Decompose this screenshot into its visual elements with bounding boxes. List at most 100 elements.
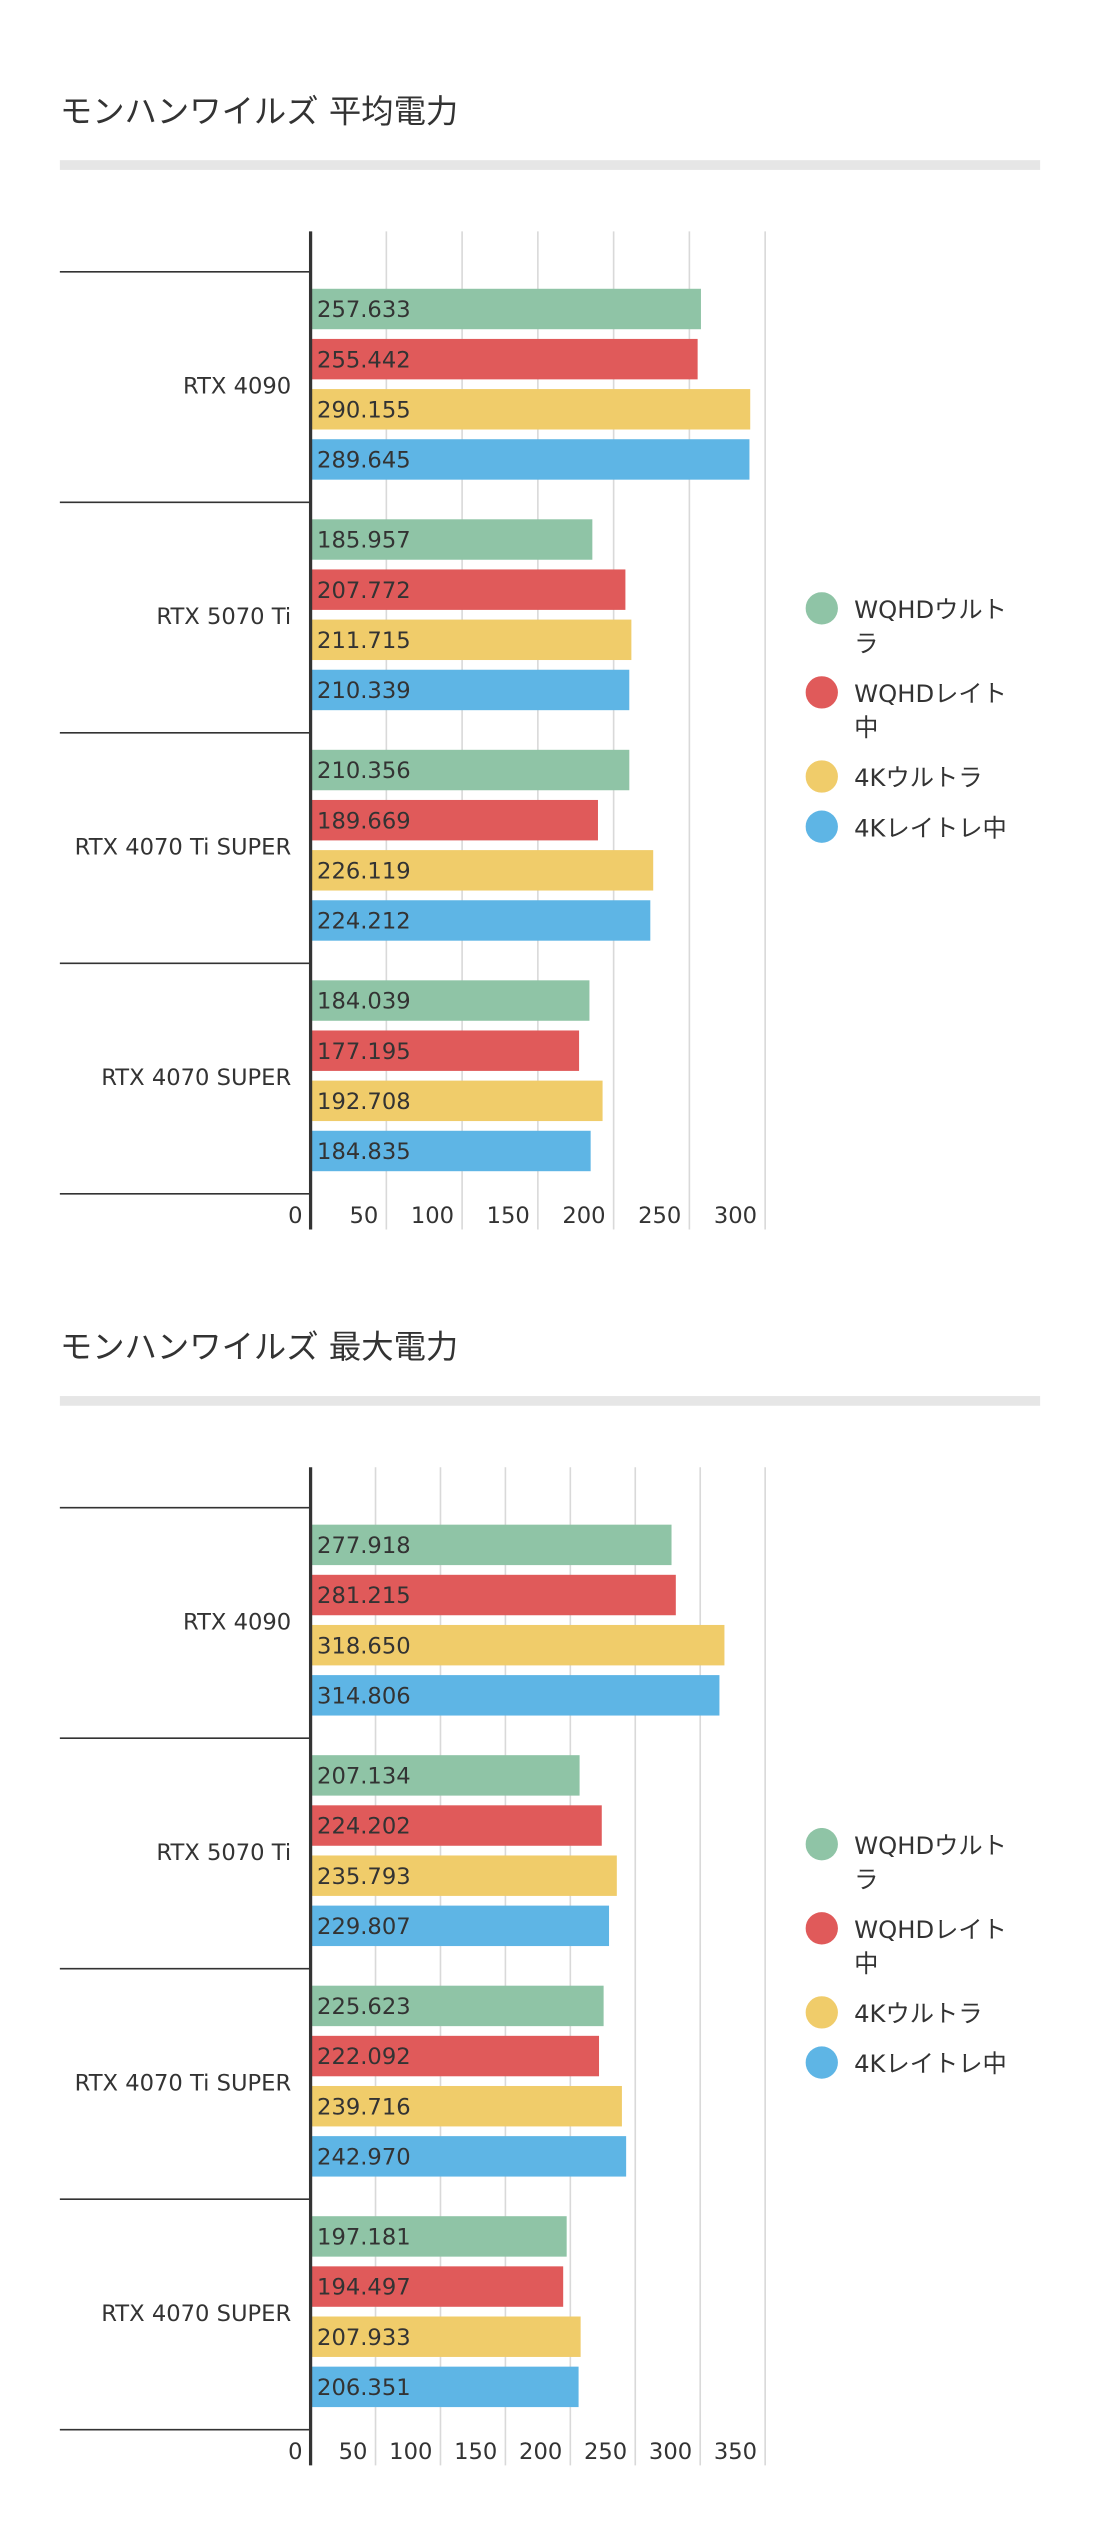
- bar: [310, 1080, 603, 1122]
- legend-swatch: [805, 1912, 838, 1945]
- y-tick-label: RTX 5070 Ti: [156, 1840, 291, 1866]
- value-label: 314.806: [317, 1683, 411, 1709]
- bar: [310, 1985, 604, 2027]
- bar: [310, 850, 654, 891]
- value-label: 177.195: [317, 1039, 411, 1065]
- value-label: 224.212: [317, 909, 411, 935]
- bar: [310, 2085, 622, 2127]
- legend-swatch: [805, 592, 838, 625]
- title-underline: [59, 160, 1041, 170]
- value-label: 289.645: [317, 448, 411, 474]
- legend-item: 4Kウルトラ: [805, 1996, 1081, 2030]
- value-label: 222.092: [317, 2044, 411, 2070]
- bar: [310, 1905, 610, 1947]
- value-label: 197.181: [317, 2225, 411, 2251]
- x-tick-label: 50: [349, 1203, 378, 1229]
- value-label: 207.134: [317, 1764, 411, 1790]
- value-label: 207.772: [317, 578, 411, 604]
- legend-label: 4Kウルトラ: [854, 1999, 983, 2029]
- bar: [310, 2216, 567, 2257]
- bar: [310, 2316, 581, 2357]
- chart-title: モンハンワイルズ 平均電力: [60, 92, 458, 130]
- x-tick-label: 150: [487, 1203, 530, 1229]
- bar: [310, 749, 630, 791]
- x-tick-label: 150: [454, 2439, 497, 2465]
- value-label: 185.957: [317, 528, 411, 554]
- title-underline: [59, 1396, 1041, 1406]
- bar: [310, 1130, 591, 1172]
- legend-box: WQHDウルトラ WQHDレイト中 4Kウルトラ 4Kレイトレ中: [805, 1827, 1081, 2080]
- x-tick-label: 100: [411, 1203, 454, 1229]
- value-label: 226.119: [317, 858, 411, 884]
- value-label: 210.356: [317, 758, 411, 784]
- legend-item: 4Kウルトラ: [805, 760, 1081, 794]
- x-tick-label: 300: [714, 1203, 757, 1229]
- bar: [310, 2366, 579, 2408]
- legend-swatch: [805, 2046, 838, 2079]
- bar: [310, 1030, 580, 1071]
- legend-label: WQHDウルトラ: [854, 1831, 1007, 1895]
- legend-swatch: [805, 676, 838, 709]
- bar: [310, 1524, 672, 1566]
- bar: [310, 1624, 725, 1666]
- bar: [310, 519, 593, 560]
- y-tick-label: RTX 4070 Ti SUPER: [75, 2070, 292, 2096]
- value-label: 229.807: [317, 1914, 411, 1940]
- x-tick-label: 300: [649, 2439, 692, 2465]
- legend-label: 4Kウルトラ: [854, 763, 983, 793]
- value-label: 281.215: [317, 1583, 411, 1609]
- y-tick-label: RTX 4090: [183, 1609, 291, 1635]
- chart-title: モンハンワイルズ 最大電力: [60, 1328, 458, 1366]
- x-tick-label: 0: [288, 2439, 302, 2465]
- legend-label: WQHDウルトラ: [854, 595, 1007, 659]
- legend-label: 4Kレイトレ中: [854, 2049, 1007, 2079]
- value-label: 184.039: [317, 989, 411, 1015]
- value-label: 184.835: [317, 1139, 411, 1165]
- y-tick-label: RTX 4070 SUPER: [101, 2301, 291, 2327]
- bar: [310, 669, 630, 711]
- legend-item: 4Kレイトレ中: [805, 810, 1081, 844]
- bar: [310, 900, 651, 941]
- x-tick-label: 0: [288, 1203, 302, 1229]
- bar: [310, 2035, 600, 2077]
- value-label: 318.650: [317, 1633, 411, 1659]
- legend-swatch: [805, 1827, 838, 1861]
- bar: [310, 338, 698, 380]
- x-tick-label: 100: [389, 2439, 432, 2465]
- legend-swatch: [805, 810, 838, 843]
- value-label: 257.633: [317, 297, 411, 323]
- legend-item: WQHDレイト中: [805, 1912, 1081, 1980]
- y-tick-label: RTX 4070 SUPER: [101, 1065, 291, 1091]
- value-label: 211.715: [317, 628, 411, 654]
- legend: WQHDウルトラ WQHDレイト中 4Kウルトラ 4Kレイトレ中: [805, 592, 1081, 844]
- x-tick-label: 50: [339, 2439, 368, 2465]
- value-label: 290.155: [317, 397, 411, 423]
- bar: [310, 389, 751, 430]
- legend-item: WQHDレイト中: [805, 676, 1081, 744]
- value-label: 277.918: [317, 1533, 411, 1559]
- x-tick-label: 200: [519, 2439, 562, 2465]
- bar: [310, 569, 626, 610]
- bar: [310, 1755, 580, 1796]
- legend-item: WQHDウルトラ: [805, 1827, 1081, 1896]
- x-tick-label: 200: [562, 1203, 605, 1229]
- bar: [310, 799, 598, 841]
- x-tick-label: 350: [714, 2439, 757, 2465]
- y-tick-label: RTX 4090: [183, 374, 291, 400]
- y-tick-label: RTX 5070 Ti: [156, 604, 291, 630]
- bar: [310, 1675, 720, 1716]
- x-tick-label: 250: [638, 1203, 681, 1229]
- legend-swatch: [805, 760, 838, 793]
- bar: [310, 1574, 676, 1616]
- value-label: 255.442: [317, 347, 411, 373]
- legend-swatch: [805, 1996, 838, 2029]
- value-label: 207.933: [317, 2325, 411, 2351]
- value-label: 239.716: [317, 2094, 411, 2120]
- legend: WQHDウルトラ WQHDレイト中 4Kウルトラ 4Kレイトレ中: [805, 1827, 1081, 2080]
- legend-item: 4Kレイトレ中: [805, 2046, 1081, 2080]
- bar: [310, 980, 590, 1021]
- bar: [310, 1855, 617, 1896]
- bar: [310, 2266, 564, 2307]
